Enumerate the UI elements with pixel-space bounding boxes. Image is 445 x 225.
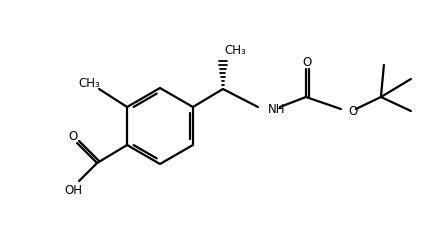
Text: OH: OH xyxy=(64,184,82,197)
Text: CH₃: CH₃ xyxy=(78,77,100,90)
Text: NH: NH xyxy=(268,103,285,116)
Text: O: O xyxy=(69,130,78,143)
Text: CH₃: CH₃ xyxy=(224,44,246,57)
Text: O: O xyxy=(348,105,357,118)
Text: O: O xyxy=(302,56,312,69)
